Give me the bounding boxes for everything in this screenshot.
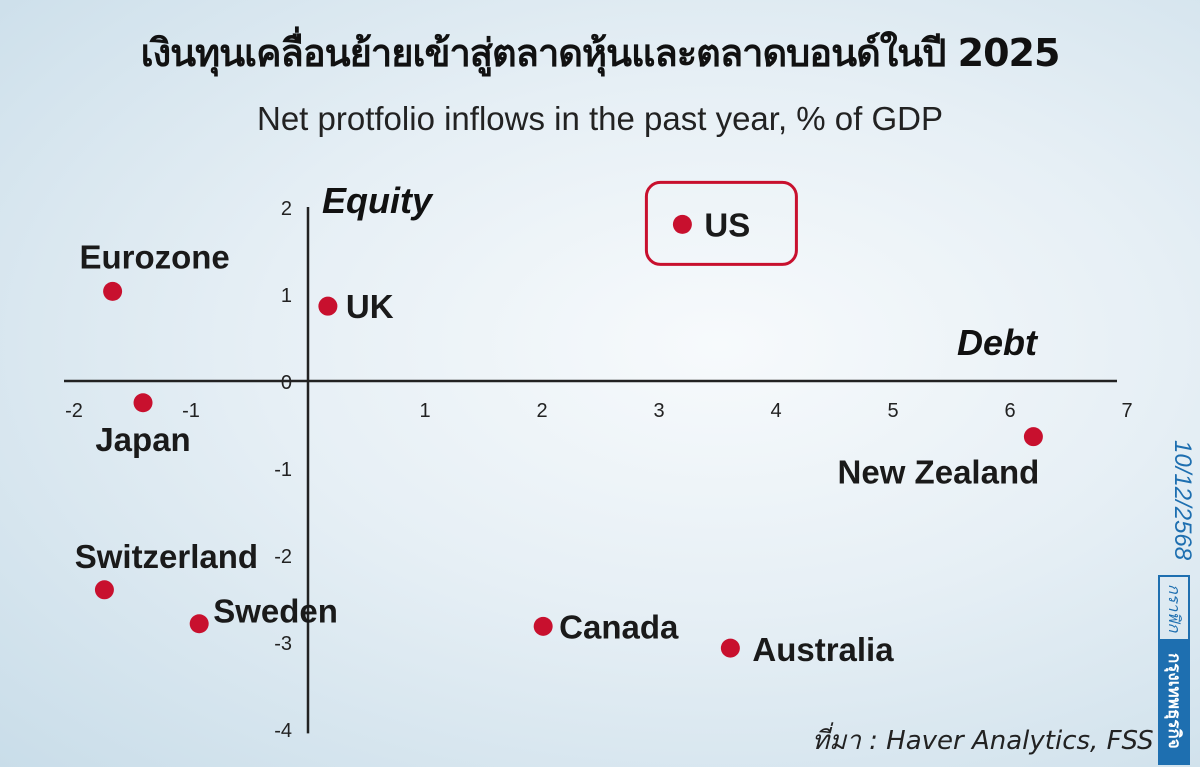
y-axis-label: Equity (322, 180, 434, 221)
data-point (189, 614, 209, 634)
data-point (720, 638, 740, 658)
highlight-box (644, 180, 798, 266)
x-tick-label: 2 (536, 400, 547, 422)
x-tick-label: 6 (1004, 400, 1015, 422)
data-point (94, 580, 114, 600)
y-tick-label: 0 (281, 372, 292, 394)
x-axis-label: Debt (957, 322, 1039, 363)
point-label: Japan (95, 421, 190, 458)
point-label: Switzerland (75, 538, 258, 575)
x-tick-label: -1 (182, 400, 200, 422)
x-tick-label: 3 (653, 400, 664, 422)
y-tick-label: -3 (274, 633, 292, 655)
source-note: ที่มา : Haver Analytics, FSS (812, 726, 1154, 756)
brand-logo: กราฟิก กรุงเทพธุรกิจ (1158, 575, 1190, 765)
x-tick-label: 1 (419, 400, 430, 422)
point-label: Australia (752, 631, 894, 668)
brand-top: กราฟิก (1165, 583, 1184, 633)
y-tick-label: -4 (274, 720, 292, 742)
chart-subtitle: Net protfolio inflows in the past year, … (257, 100, 943, 137)
y-tick-label: 2 (281, 198, 292, 220)
data-point (533, 616, 553, 636)
y-tick-label: 1 (281, 285, 292, 307)
data-point (318, 296, 338, 316)
data-point (133, 393, 153, 413)
y-tick-label: -1 (274, 459, 292, 481)
point-label: UK (346, 288, 394, 325)
date-label: 10/12/2568 (1169, 440, 1196, 561)
chart-title: เงินทุนเคลื่อนย้ายเข้าสู่ตลาดหุ้นและตลาด… (140, 31, 1061, 75)
point-label: Eurozone (79, 238, 229, 275)
x-tick-label: 4 (770, 400, 781, 422)
point-label: New Zealand (838, 454, 1040, 491)
data-point (103, 281, 123, 301)
x-tick-label: -2 (65, 400, 83, 422)
point-label: US (704, 206, 750, 243)
data-point (672, 214, 692, 234)
x-tick-label: 7 (1121, 400, 1132, 422)
point-label: Canada (559, 608, 679, 645)
point-label: Sweden (213, 593, 338, 630)
brand-bottom: กรุงเทพธุรกิจ (1160, 639, 1188, 763)
y-tick-label: -2 (274, 546, 292, 568)
x-tick-label: 5 (887, 400, 898, 422)
data-point (1023, 427, 1043, 447)
